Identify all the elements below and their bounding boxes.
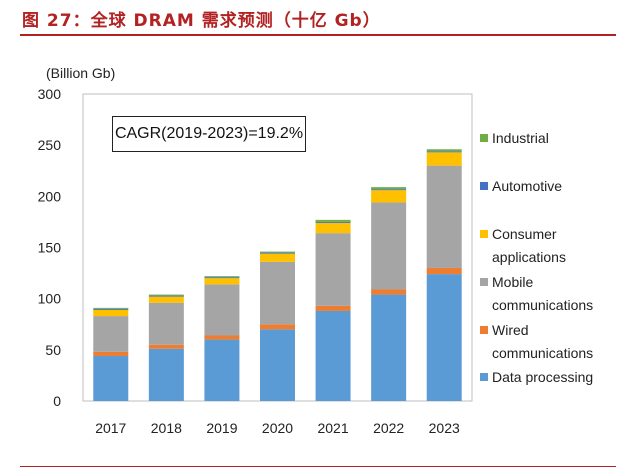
- bar-segment: [148, 295, 184, 297]
- bar-segment: [93, 316, 129, 352]
- legend-swatch: [480, 373, 488, 381]
- bar-segment: [371, 190, 407, 203]
- cagr-annotation: CAGR(2019-2023)=19.2%: [112, 116, 306, 152]
- y-tick-label: 0: [53, 393, 61, 409]
- legend-swatch: [480, 182, 488, 190]
- y-tick-label: 100: [38, 291, 62, 307]
- bar-segment: [315, 233, 351, 306]
- y-tick-label: 150: [38, 240, 62, 256]
- y-unit-label: (Billion Gb): [46, 65, 115, 81]
- x-tick-label: 2021: [317, 420, 348, 436]
- bar-segment: [148, 296, 184, 303]
- bar-segment: [204, 278, 240, 285]
- bar-segment: [93, 351, 129, 356]
- bar-segment: [426, 274, 462, 401]
- legend-label: applications: [492, 249, 566, 265]
- bar-segment: [426, 151, 462, 153]
- bar-segment: [148, 344, 184, 349]
- legend-label: Automotive: [492, 178, 562, 194]
- legend-swatch: [480, 230, 488, 238]
- y-tick-label: 200: [38, 188, 62, 204]
- x-tick-label: 2018: [151, 420, 182, 436]
- x-tick-label: 2017: [95, 420, 126, 436]
- bar-segment: [371, 189, 407, 191]
- bar-segment: [204, 276, 240, 278]
- x-tick-label: 2019: [206, 420, 237, 436]
- bar-segment: [315, 310, 351, 401]
- legend-label: Wired: [492, 322, 529, 338]
- bar-segment: [260, 251, 295, 253]
- x-tick-label: 2023: [429, 420, 460, 436]
- bar-segment: [371, 202, 407, 290]
- bar-segment: [315, 219, 351, 222]
- bar-segment: [204, 335, 240, 340]
- bar-segment: [93, 307, 129, 309]
- bar-segment: [426, 149, 462, 152]
- legend-label: communications: [492, 345, 593, 361]
- figure-title: 图 27：全球 DRAM 需求预测（十亿 Gb）: [22, 11, 381, 31]
- bar-segment: [371, 294, 407, 401]
- bar-segment: [204, 284, 240, 336]
- bar-segment: [315, 221, 351, 223]
- bar-segment: [204, 277, 240, 279]
- bar-segment: [260, 252, 295, 254]
- title-rule: [20, 34, 616, 36]
- x-tick-label: 2022: [373, 420, 404, 436]
- bar-segment: [315, 305, 351, 311]
- legend-label: communications: [492, 297, 593, 313]
- bar-segment: [148, 348, 184, 401]
- legend-label: Industrial: [492, 130, 549, 146]
- bar-segment: [93, 355, 129, 401]
- y-tick-label: 300: [38, 86, 62, 102]
- y-tick-label: 50: [45, 342, 61, 358]
- legend-swatch: [480, 278, 488, 286]
- bar-segment: [426, 267, 462, 275]
- x-tick-label: 2020: [262, 420, 293, 436]
- bar-segment: [371, 187, 407, 190]
- bar-segment: [426, 152, 462, 166]
- bar-segment: [426, 165, 462, 268]
- legend-swatch: [480, 326, 488, 334]
- bar-segment: [260, 324, 295, 330]
- legend-label: Data processing: [492, 369, 593, 385]
- legend-swatch: [480, 134, 488, 142]
- bar-segment: [148, 302, 184, 345]
- bar-segment: [260, 329, 295, 401]
- y-tick-label: 250: [38, 137, 62, 153]
- bar-segment: [148, 294, 184, 296]
- bar-segment: [93, 308, 129, 310]
- bar-segment: [260, 261, 295, 325]
- bottom-rule: [20, 466, 616, 467]
- bar-segment: [93, 309, 129, 317]
- legend-label: Mobile: [492, 274, 533, 290]
- legend-label: Consumer: [492, 226, 557, 242]
- bar-segment: [371, 289, 407, 295]
- bar-segment: [315, 222, 351, 234]
- bar-segment: [260, 253, 295, 262]
- bar-segment: [204, 339, 240, 401]
